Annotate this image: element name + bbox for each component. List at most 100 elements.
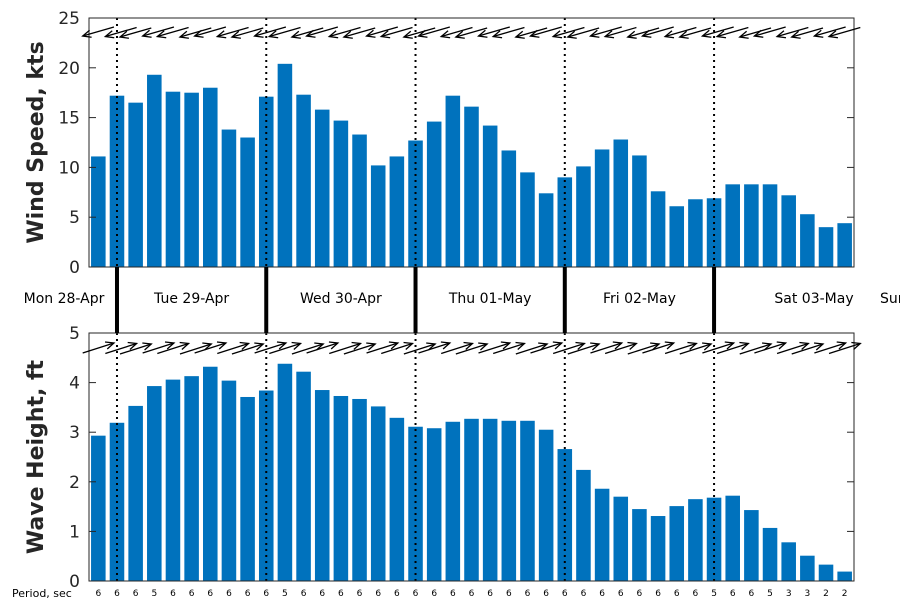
wave-direction-arrow: [679, 342, 713, 355]
wave-direction-arrow: [492, 341, 526, 355]
wind-arrow-shaft: [254, 26, 287, 37]
wind-bar: [128, 102, 143, 267]
wind-arrow-head: [738, 30, 749, 39]
wave-bar: [165, 379, 181, 581]
wave-arrow-head: [799, 341, 810, 350]
wave-direction-arrow: [142, 341, 176, 354]
period-value: 6: [413, 589, 419, 599]
wave-arrow-head: [426, 342, 437, 351]
wave-direction-arrow: [418, 341, 452, 354]
wind-bar: [520, 172, 535, 267]
wind-direction-arrow: [402, 27, 436, 39]
wave-arrow-shaft: [828, 342, 861, 355]
wind-arrow-head: [700, 29, 712, 38]
wave-bar: [706, 497, 722, 581]
wave-arrow-head: [664, 341, 676, 350]
wave-arrow-head: [650, 342, 661, 351]
wind-bar: [781, 195, 796, 267]
wave-arrow-shaft: [291, 343, 324, 355]
wave-arrow-shaft: [702, 342, 734, 354]
period-value: 6: [525, 589, 531, 599]
day-label: Fri 02-May: [603, 291, 676, 307]
wave-bar: [650, 516, 666, 581]
wave-arrow-shaft: [679, 343, 712, 355]
wind-arrow-head: [454, 30, 465, 39]
wave-arrow-shaft: [664, 342, 697, 355]
period-value: 6: [114, 589, 120, 599]
wind-arrow-head: [812, 29, 824, 38]
wave-arrow-shaft: [642, 342, 674, 354]
wind-arrow-shaft: [739, 27, 772, 38]
wave-arrow-head: [127, 341, 139, 350]
wind-direction-arrow: [417, 26, 451, 38]
wave-arrow-head: [291, 341, 303, 350]
period-value: 6: [375, 589, 381, 599]
wind-direction-arrow: [775, 26, 809, 39]
wind-arrow-head: [476, 29, 488, 38]
period-value: 6: [226, 589, 232, 599]
wind-arrow-shaft: [441, 26, 473, 38]
wind-arrow-head: [551, 30, 563, 39]
period-value: 6: [95, 589, 101, 599]
wave-arrow-shaft: [179, 343, 212, 355]
wind-ylabel: Wind Speed, kts: [24, 41, 49, 243]
wind-direction-arrow: [700, 26, 734, 38]
wave-direction-arrow: [105, 341, 139, 355]
wave-arrow-head: [627, 341, 638, 350]
wind-arrow-head: [678, 30, 689, 39]
wave-direction-arrow: [157, 341, 191, 355]
wave-arrow-shaft: [567, 343, 600, 355]
wave-direction-arrow: [590, 341, 624, 354]
wave-arrow-head: [388, 341, 400, 350]
day-label: Thu 01-May: [448, 291, 532, 307]
wind-bar: [688, 199, 703, 267]
wave-direction-arrow: [739, 342, 773, 355]
wind-direction-arrow: [528, 26, 562, 38]
period-value: 5: [151, 589, 157, 599]
wave-direction-arrow: [478, 341, 512, 354]
wind-arrow-head: [81, 29, 92, 38]
wind-arrow-shaft: [530, 26, 562, 37]
wind-direction-arrow: [327, 26, 361, 39]
period-value: 6: [655, 589, 661, 599]
wave-arrow-shaft: [329, 342, 361, 355]
wave-arrow-shaft: [455, 343, 488, 355]
wind-arrow-shaft: [269, 26, 301, 38]
wind-arrow-head: [715, 30, 727, 39]
wave-bar: [408, 426, 423, 581]
wave-arrow-shaft: [739, 343, 772, 355]
day-label-row: Mon 28-Apr Tue 29-Apr Wed 30-Apr Thu 01-May…: [24, 267, 900, 333]
wind-direction-arrow: [193, 26, 227, 38]
wind-arrow-shaft: [791, 27, 824, 38]
wind-arrow-shaft: [702, 26, 734, 37]
wind-bar: [482, 125, 498, 267]
period-value: 6: [450, 589, 456, 599]
wave-bar: [277, 363, 293, 581]
wind-bar: [203, 87, 218, 267]
wave-arrow-shaft: [142, 342, 175, 354]
wave-bar: [576, 469, 591, 581]
wave-arrow-shaft: [231, 343, 264, 355]
period-value: 6: [599, 589, 605, 599]
wave-direction-arrow: [254, 341, 288, 354]
period-value: 6: [394, 589, 400, 599]
wave-arrow-head: [724, 341, 736, 350]
wave-bar: [258, 390, 274, 581]
wave-bar: [669, 506, 685, 581]
wave-direction-arrow: [179, 342, 213, 355]
wind-bar: [333, 120, 349, 267]
wave-bar: [818, 564, 834, 581]
wave-bar: [184, 376, 199, 581]
wave-arrow-shaft: [119, 343, 152, 355]
wave-arrow-shaft: [254, 342, 287, 354]
wave-arrow-shaft: [590, 342, 622, 354]
wind-direction-arrow: [365, 26, 399, 38]
period-value: 6: [189, 589, 195, 599]
wave-direction-arrow: [269, 341, 303, 355]
wind-direction-arrow: [551, 26, 585, 39]
wind-arrow-head: [178, 30, 189, 39]
wave-arrow-head: [314, 342, 325, 351]
wind-bar: [426, 121, 442, 267]
wave-bar: [221, 380, 237, 581]
wave-bar: [744, 510, 759, 581]
